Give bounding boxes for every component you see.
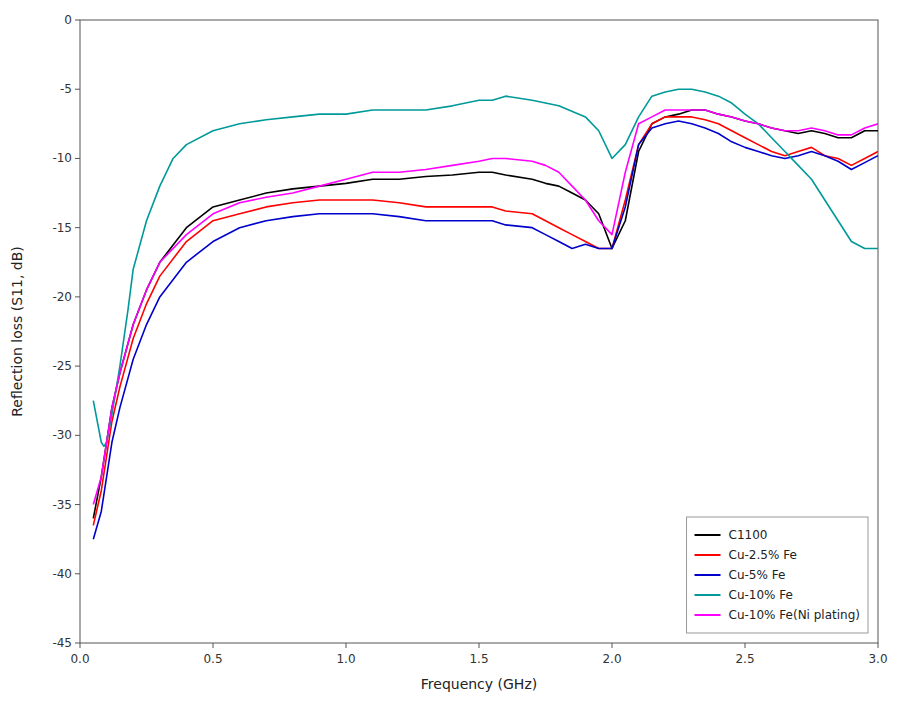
legend-swatch <box>695 594 721 596</box>
y-tick-label: -5 <box>60 82 72 96</box>
x-tick <box>612 643 613 648</box>
series-line <box>93 110 878 518</box>
legend-entry: Cu-2.5% Fe <box>729 548 797 562</box>
x-tick <box>346 643 347 648</box>
y-tick <box>75 227 80 228</box>
y-tick <box>75 296 80 297</box>
y-tick-label: -20 <box>52 290 72 304</box>
x-tick <box>213 643 214 648</box>
legend-entry: Cu-10% Fe <box>729 588 793 602</box>
x-tick-label: 0.0 <box>70 652 89 666</box>
x-tick-label: 1.5 <box>469 652 488 666</box>
y-tick-label: 0 <box>64 13 72 27</box>
y-tick <box>75 20 80 21</box>
series-line <box>93 121 878 539</box>
lines <box>93 89 878 539</box>
background <box>0 0 902 707</box>
y-tick <box>75 435 80 436</box>
y-tick-label: -15 <box>52 221 72 235</box>
y-tick <box>75 89 80 90</box>
axes: 0.0 0.5 1.0 1.5 2.0 2.5 3.0 0 -5 -10 -15 -20 -25 -30 -… <box>52 13 887 666</box>
legend-box <box>687 517 868 633</box>
x-tick <box>745 643 746 648</box>
y-tick-label: -10 <box>52 151 72 165</box>
y-tick <box>75 573 80 574</box>
legend-entry: Cu-5% Fe <box>729 568 786 582</box>
x-axis-label: Frequency (GHz) <box>421 676 537 692</box>
y-tick-label: -45 <box>52 636 72 650</box>
y-tick-label: -25 <box>52 359 72 373</box>
legend-swatch <box>695 554 721 556</box>
x-tick <box>878 643 879 648</box>
legend-swatch <box>695 614 721 616</box>
plot-frame <box>80 20 878 643</box>
series-line <box>93 110 878 505</box>
series-line <box>93 117 878 525</box>
chart: 0.0 0.5 1.0 1.5 2.0 2.5 3.0 0 -5 -10 -15 -20 -25 -30 -… <box>0 0 902 707</box>
y-tick-label: -30 <box>52 428 72 442</box>
x-tick <box>479 643 480 648</box>
y-tick <box>75 504 80 505</box>
legend-swatch <box>695 574 721 576</box>
x-tick-label: 0.5 <box>203 652 222 666</box>
x-tick-label: 2.0 <box>602 652 621 666</box>
y-tick <box>75 643 80 644</box>
x-tick-label: 2.5 <box>735 652 754 666</box>
y-tick-label: -35 <box>52 498 72 512</box>
legend-entry: Cu-10% Fe(Ni plating) <box>729 608 860 622</box>
legend-swatch <box>695 534 721 536</box>
y-tick-label: -40 <box>52 567 72 581</box>
x-tick-label: 3.0 <box>868 652 887 666</box>
x-tick <box>80 643 81 648</box>
legend-entry: C1100 <box>729 528 768 542</box>
series-line <box>93 89 878 446</box>
y-tick <box>75 366 80 367</box>
y-tick <box>75 158 80 159</box>
y-axis-label: Reflection loss (S11, dB) <box>9 246 25 417</box>
legend: C1100 Cu-2.5% Fe Cu-5% Fe Cu-10% Fe Cu-10% F… <box>687 517 868 633</box>
x-tick-label: 1.0 <box>336 652 355 666</box>
